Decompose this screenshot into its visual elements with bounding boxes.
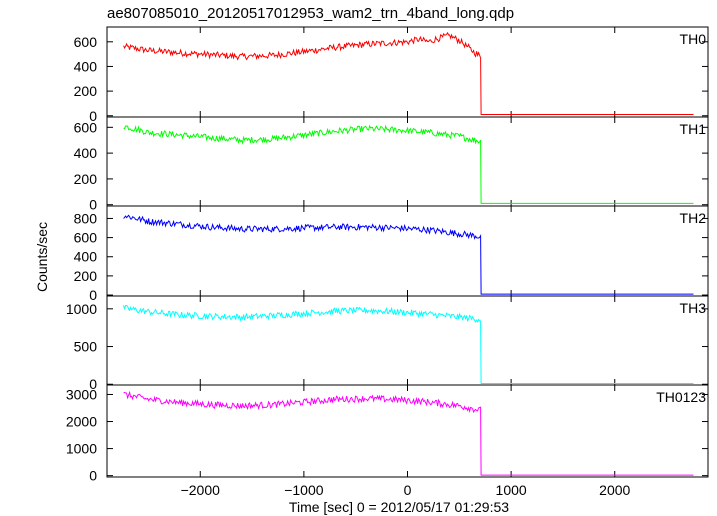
panel-th0123: 0 1000 2000 3000 −2000 −1000 0 1000 2000 TH0123	[66, 384, 709, 498]
panel-th1: 0 200 400 600 TH1	[74, 116, 709, 213]
y-tick-label: 0	[89, 376, 97, 392]
panel-th0: 0 200 400 600 TH0	[74, 26, 709, 124]
y-tick-label: 200	[74, 268, 98, 284]
y-tick-label: 1000	[66, 301, 97, 317]
y-tick-label: 600	[74, 34, 98, 50]
y-tick-label: 400	[74, 58, 98, 74]
panel-label: TH0	[680, 31, 707, 47]
chart-title: ae807085010_20120517012953_wam2_trn_4ban…	[107, 5, 514, 22]
panel-frame	[106, 205, 709, 297]
x-tick-label: 0	[404, 482, 412, 498]
panel-th3: 0 500 1000 TH3	[66, 295, 709, 392]
y-tick-label: 600	[74, 230, 98, 246]
series-line-th1	[123, 124, 694, 204]
y-tick-label: 400	[74, 145, 98, 161]
x-axis-title: Time [sec] 0 = 2012/05/17 01:29:53	[289, 499, 509, 515]
x-tick-label: 2000	[599, 482, 630, 498]
y-tick-label: 1000	[66, 441, 97, 457]
y-tick-label: 200	[74, 83, 98, 99]
series-line-th0	[123, 31, 694, 115]
panel-frame	[106, 295, 709, 386]
x-tick-label: −1000	[284, 482, 324, 498]
series-line-th3	[123, 304, 694, 384]
y-tick-label: 400	[74, 249, 98, 265]
y-axis-title: Counts/sec	[34, 222, 50, 292]
y-tick-label: 0	[89, 468, 97, 484]
y-tick-label: 3000	[66, 386, 97, 402]
y-tick-label: 0	[89, 197, 97, 213]
x-tick-label: 1000	[496, 482, 527, 498]
y-tick-label: 0	[89, 287, 97, 303]
panels-group: 0 200 400 600 TH0 0 200 400 600 TH1 0 200 400 600 800 T…	[66, 26, 709, 498]
panel-label: TH3	[680, 300, 707, 316]
series-line-th2	[123, 214, 694, 295]
y-tick-label: 2000	[66, 414, 97, 430]
panel-label: TH0123	[656, 389, 706, 405]
y-tick-label: 500	[74, 339, 98, 355]
series-line-th0123	[123, 390, 694, 476]
panel-label: TH1	[680, 121, 707, 137]
y-tick-label: 600	[74, 119, 98, 135]
panel-label: TH2	[680, 210, 707, 226]
panel-th2: 0 200 400 600 800 TH2	[74, 205, 709, 303]
y-tick-label: 200	[74, 171, 98, 187]
x-tick-label: −2000	[181, 482, 221, 498]
panel-frame	[106, 116, 709, 207]
panel-frame	[106, 26, 709, 118]
y-tick-label: 0	[89, 108, 97, 124]
y-tick-label: 800	[74, 210, 98, 226]
